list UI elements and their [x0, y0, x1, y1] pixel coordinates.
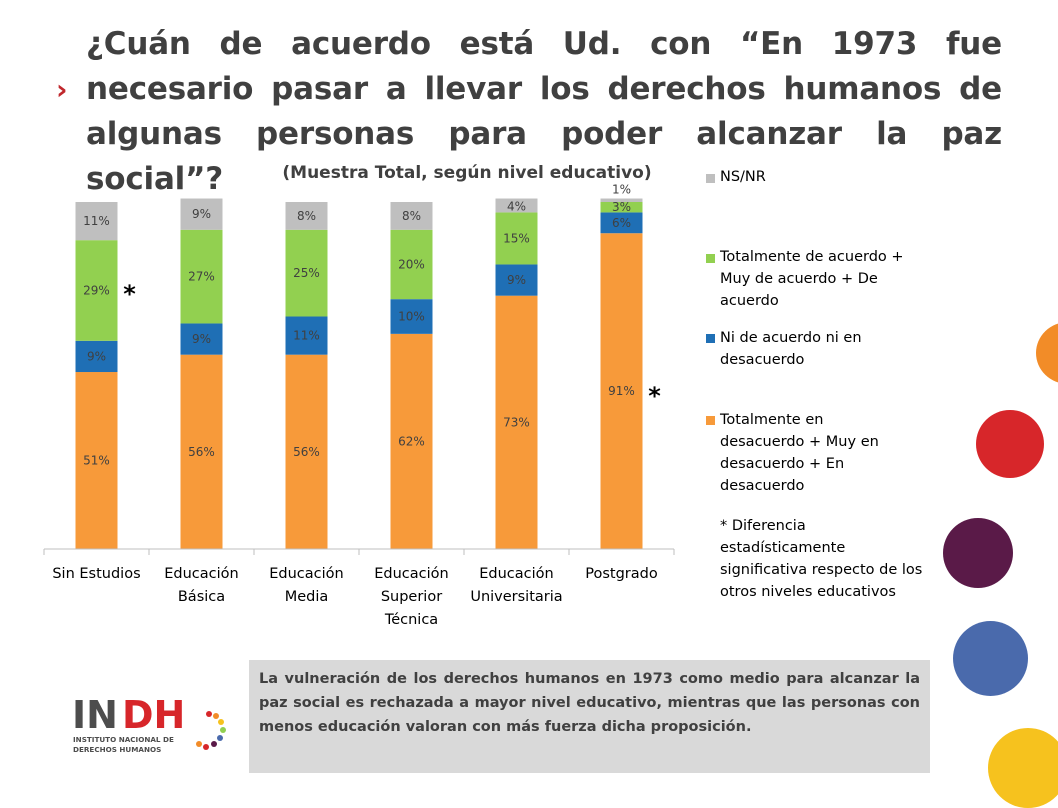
conclusion-callout: La vulneración de los derechos humanos e… [249, 660, 930, 773]
legend-swatch [706, 334, 715, 343]
bar-segment [495, 295, 538, 549]
category-label: Educación [164, 566, 238, 582]
legend-label: Ni de acuerdo ni en desacuerdo [720, 330, 862, 368]
bar-segment [390, 229, 433, 300]
category-label: Educación [269, 566, 343, 582]
bar-segment [285, 202, 328, 230]
data-label: 73% [503, 415, 530, 429]
significance-marker: * [648, 382, 661, 410]
bar-segment [180, 198, 223, 230]
deco-circle-red [976, 410, 1044, 478]
category-label: Básica [178, 589, 225, 605]
bar-segment [600, 212, 643, 234]
logo-line1: INSTITUTO NACIONAL DE [73, 735, 174, 744]
category-label: Técnica [384, 612, 438, 628]
indh-logo: IN DH INSTITUTO NACIONAL DE DERECHOS HUM… [72, 693, 226, 754]
data-label: 51% [83, 454, 110, 468]
logo-dots-icon [196, 711, 226, 750]
slide-title: ¿Cuán de acuerdo está Ud. con “En 1973 f… [86, 26, 1002, 197]
logo-wordmark-in: IN [72, 693, 118, 737]
deco-circle-yellow [988, 728, 1058, 808]
bar-segment [600, 198, 643, 202]
legend-label: Totalmente en desacuerdo + Muy en desacu… [720, 412, 879, 494]
bar-segment [390, 333, 433, 549]
legend-swatch [706, 416, 715, 425]
data-label: 62% [398, 434, 425, 448]
data-label: 9% [507, 273, 526, 287]
bar-segment [75, 202, 118, 241]
bar-segment [495, 198, 538, 213]
deco-circle-purple [943, 518, 1013, 588]
data-label: 8% [297, 209, 316, 223]
category-label: Educación [374, 566, 448, 582]
bar-segment [600, 233, 643, 550]
data-label: 10% [398, 310, 425, 324]
category-label: Sin Estudios [52, 566, 140, 582]
bar-segment [180, 229, 223, 324]
bar-segment [390, 202, 433, 230]
deco-circle-orange [1036, 322, 1058, 384]
bar-segment [600, 202, 643, 213]
deco-circle-blue [953, 621, 1028, 696]
data-label: 9% [87, 349, 106, 363]
bar-segment [285, 316, 328, 355]
data-label: 3% [612, 200, 631, 214]
data-label: 6% [612, 216, 631, 230]
data-label: 11% [83, 214, 110, 228]
category-label: Educación [479, 566, 553, 582]
data-label: 9% [192, 332, 211, 346]
category-label: Universitaria [470, 589, 562, 605]
bar-segment [75, 340, 118, 373]
significance-marker: * [123, 280, 136, 308]
data-label: 27% [188, 270, 215, 284]
data-label: 56% [293, 445, 320, 459]
legend-swatch [706, 174, 715, 183]
title-bullet-icon: › [56, 73, 68, 106]
data-label: 9% [192, 207, 211, 221]
category-label: Media [285, 589, 329, 605]
data-label: 29% [83, 283, 110, 297]
data-label: 20% [398, 257, 425, 271]
chart-subtitle: (Muestra Total, según nivel educativo) [282, 163, 651, 183]
legend-swatch [706, 254, 715, 263]
bar-segment [390, 299, 433, 334]
data-label: 11% [293, 329, 320, 343]
category-label: Superior [381, 589, 442, 605]
bar-segment [285, 229, 328, 317]
data-label: 8% [402, 209, 421, 223]
bar-segment [495, 264, 538, 296]
data-label: 4% [507, 199, 526, 213]
logo-line2: DERECHOS HUMANOS [73, 745, 161, 754]
significance-note: * Diferencia estadísticamente significat… [720, 518, 923, 600]
category-label: Postgrado [585, 566, 658, 582]
logo-wordmark-dh: DH [122, 693, 185, 737]
bar-segment [180, 354, 223, 549]
bar-segment [75, 240, 118, 341]
data-label: 56% [188, 445, 215, 459]
bar-segment [285, 354, 328, 549]
data-label: 15% [503, 231, 530, 245]
legend-label: NS/NR [720, 169, 766, 185]
data-label: 91% [608, 384, 635, 398]
bar-segment [75, 372, 118, 549]
bar-segment [180, 323, 223, 355]
data-label: 25% [293, 266, 320, 280]
legend-label: Totalmente de acuerdo + Muy de acuerdo +… [720, 249, 904, 309]
bar-segment [495, 212, 538, 265]
data-label: 1% [612, 183, 631, 197]
